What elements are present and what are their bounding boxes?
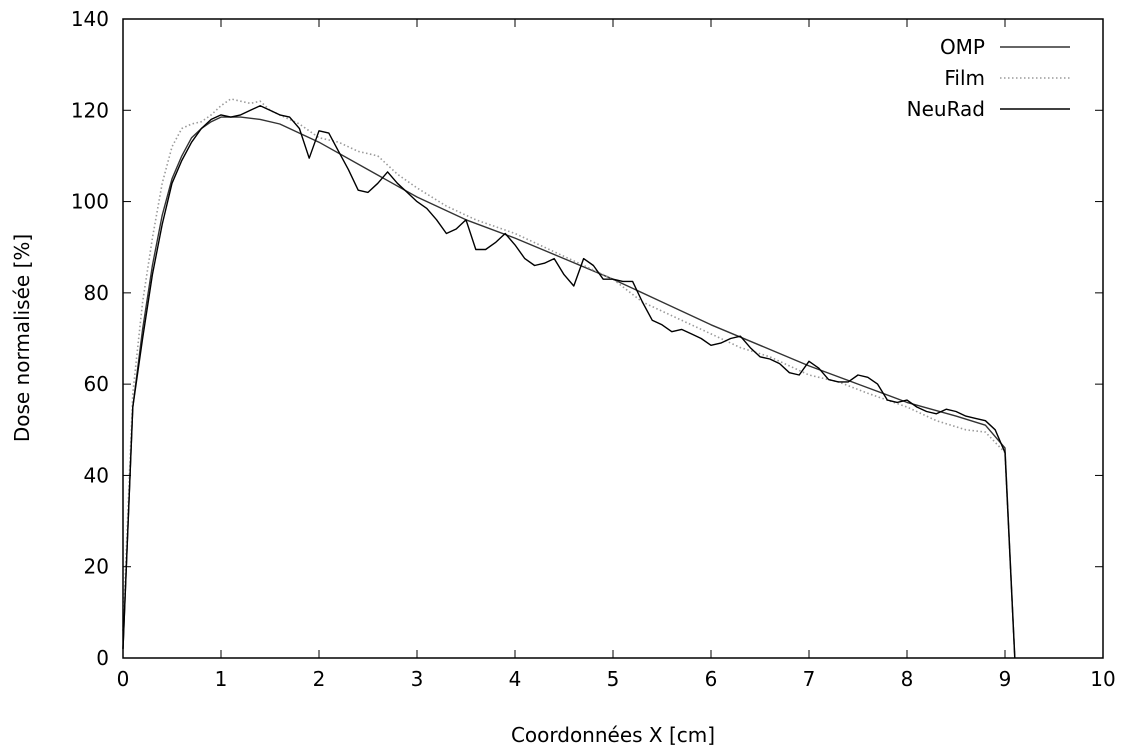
- x-tick-label: 10: [1090, 667, 1115, 691]
- y-tick-label: 40: [84, 463, 109, 487]
- x-tick-label: 7: [803, 667, 816, 691]
- series-line-film: [122, 98, 1016, 659]
- legend-label-neurad: NeuRad: [907, 97, 985, 121]
- y-tick-label: 60: [84, 372, 109, 396]
- legend: OMP Film NeuRad: [907, 35, 1070, 121]
- x-tick-label: 1: [215, 667, 228, 691]
- x-tick-label: 2: [313, 667, 326, 691]
- x-tick-label: 0: [117, 667, 130, 691]
- x-axis-title: Coordonnées X [cm]: [511, 723, 715, 747]
- y-tick-label: 120: [71, 98, 109, 122]
- y-tick-label: 0: [96, 646, 109, 670]
- y-tick-label: 80: [84, 281, 109, 305]
- x-tick-label: 4: [509, 667, 522, 691]
- y-axis-title: Dose normalisée [%]: [10, 234, 34, 442]
- y-tick-label: 20: [84, 555, 109, 579]
- x-tick-label: 5: [607, 667, 620, 691]
- y-tick-label: 140: [71, 7, 109, 31]
- x-tick-label: 3: [411, 667, 424, 691]
- legend-label-omp: OMP: [940, 35, 985, 59]
- series-line-neurad: [122, 104, 1016, 659]
- x-tick-label: 6: [705, 667, 718, 691]
- legend-label-film: Film: [944, 66, 985, 90]
- y-tick-label: 100: [71, 190, 109, 214]
- series-layer: [122, 98, 1016, 659]
- x-tick-label: 9: [999, 667, 1012, 691]
- x-tick-label: 8: [901, 667, 914, 691]
